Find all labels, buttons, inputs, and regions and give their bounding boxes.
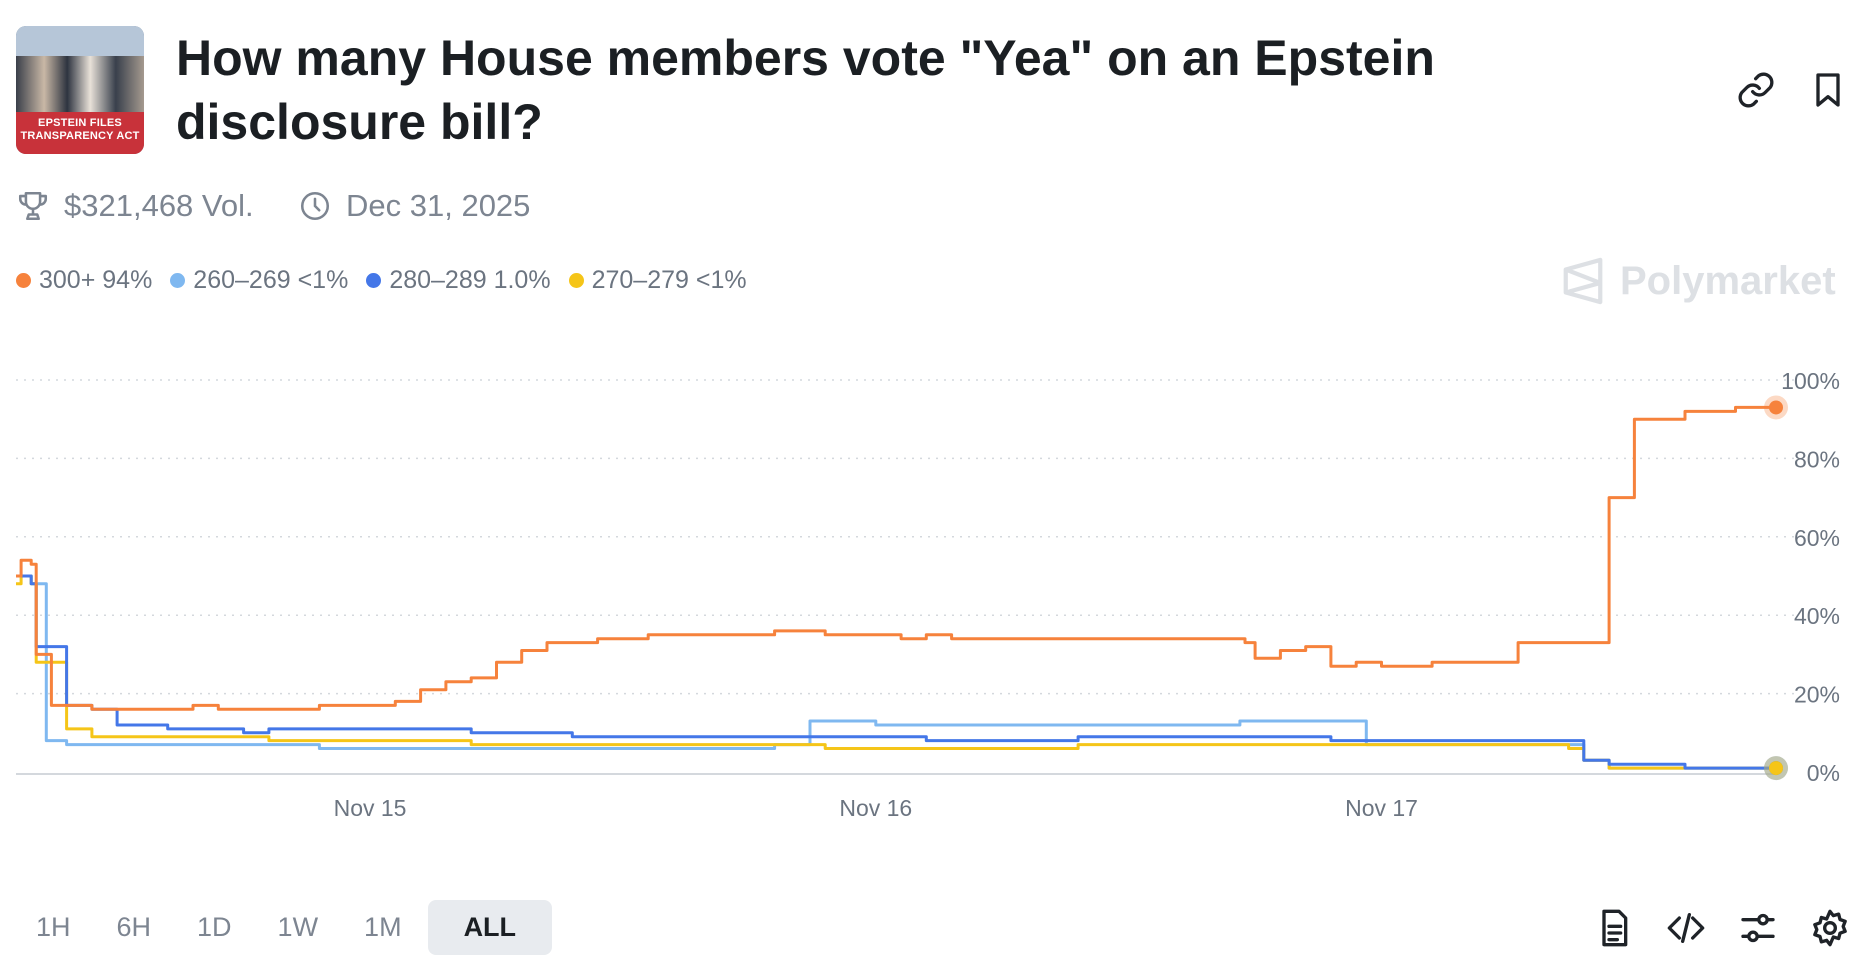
end-date-meta: Dec 31, 2025 xyxy=(298,186,530,226)
legend-label: 300+ 94% xyxy=(39,266,153,294)
range-1w[interactable]: 1W xyxy=(277,912,319,942)
legend-dot xyxy=(568,273,584,288)
chart-endpoints xyxy=(1764,395,1788,781)
series-line xyxy=(16,574,1776,770)
embed-code-icon[interactable] xyxy=(1666,908,1706,948)
range-1h[interactable]: 1H xyxy=(36,912,71,942)
y-tick-label: 60% xyxy=(1794,525,1840,551)
bookmark-icon[interactable] xyxy=(1808,70,1848,110)
range-all[interactable]: ALL xyxy=(427,900,553,955)
legend-dot xyxy=(366,273,382,288)
volume-text: $321,468 Vol. xyxy=(64,188,254,223)
series-line xyxy=(16,405,1776,711)
brand-name: Polymarket xyxy=(1620,258,1836,303)
sliders-icon[interactable] xyxy=(1738,908,1778,948)
x-tick-label: Nov 15 xyxy=(334,795,407,821)
range-1d[interactable]: 1D xyxy=(197,912,232,942)
endpoint-marker xyxy=(1769,761,1783,776)
volume-meta: $321,468 Vol. xyxy=(16,186,254,226)
y-tick-label: 100% xyxy=(1781,368,1840,394)
end-date-text: Dec 31, 2025 xyxy=(346,188,531,223)
y-tick-label: 40% xyxy=(1794,603,1840,629)
link-icon[interactable] xyxy=(1736,70,1776,110)
chart-x-axis: Nov 15 Nov 16 Nov 17 xyxy=(16,773,1776,821)
endpoint-marker xyxy=(1769,400,1783,415)
market-thumbnail: EPSTEIN FILES TRANSPARENCY ACT xyxy=(16,26,144,154)
legend-item-300-plus: 300+ 94% xyxy=(16,266,152,295)
chart-grid: 0% 20% 40% 60% 80% 100% xyxy=(16,368,1840,786)
legend-label: 270–279 <1% xyxy=(591,266,747,294)
trophy-icon xyxy=(18,191,48,221)
y-tick-label: 0% xyxy=(1807,760,1840,786)
clock-icon xyxy=(300,191,330,221)
thumbnail-crowd xyxy=(16,56,144,116)
y-tick-label: 20% xyxy=(1794,682,1840,708)
document-icon[interactable] xyxy=(1594,908,1634,948)
legend-item-270-279: 270–279 <1% xyxy=(568,266,747,295)
polymarket-watermark: Polymarket xyxy=(1560,256,1836,306)
polymarket-logo-icon xyxy=(1563,257,1603,305)
chart-series xyxy=(16,405,1776,770)
x-tick-label: Nov 16 xyxy=(839,795,912,821)
legend-dot xyxy=(16,273,31,288)
settings-icon[interactable] xyxy=(1810,908,1850,948)
y-tick-label: 80% xyxy=(1794,446,1840,472)
legend-label: 260–269 <1% xyxy=(193,266,349,294)
time-range-selector: 1H 6H 1D 1W 1M ALL xyxy=(16,900,558,955)
legend-dot xyxy=(170,273,186,288)
x-tick-label: Nov 17 xyxy=(1345,795,1418,821)
legend-item-280-289: 280–289 1.0% xyxy=(366,266,551,295)
chart-legend: 300+ 94% 260–269 <1% 280–289 1.0% 270–27… xyxy=(16,266,765,295)
range-6h[interactable]: 6H xyxy=(116,912,152,942)
price-chart: 0% 20% 40% 60% 80% 100% Nov 15 Nov 16 Nov 17 xyxy=(16,368,1840,821)
legend-label: 280–289 1.0% xyxy=(389,266,551,294)
range-1m[interactable]: 1M xyxy=(364,912,402,942)
thumbnail-sign: EPSTEIN FILES TRANSPARENCY ACT xyxy=(16,112,144,154)
legend-item-260-269: 260–269 <1% xyxy=(170,266,348,295)
page-title: How many House members vote "Yea" on an … xyxy=(176,30,1435,150)
